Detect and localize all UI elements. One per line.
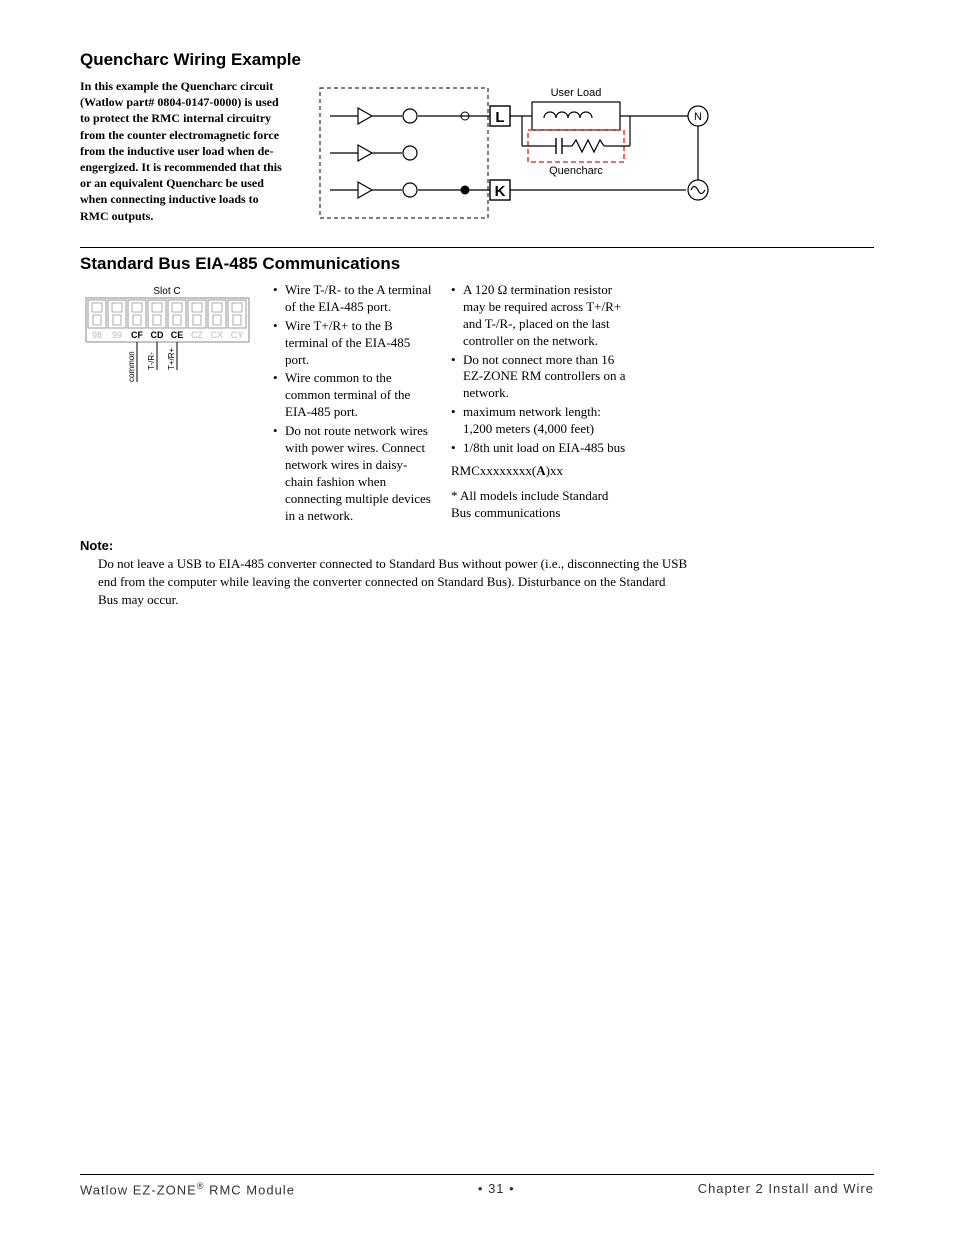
pin-label-tr-plus: T+/R+ [167, 347, 176, 370]
svg-text:CD: CD [151, 330, 164, 340]
divider [80, 247, 874, 248]
quencharc-diagram: L K User Load N [310, 78, 874, 233]
standard-bus-section: Slot C 98 99 CF CD CE CZ CX CY common T-/R- T+/… [80, 282, 874, 526]
svg-text:CF: CF [131, 330, 143, 340]
quencharc-body: In this example the Quencharc circuit (W… [80, 78, 290, 233]
bullet-item: •Wire common to the common terminal of t… [273, 370, 433, 421]
note-heading: Note: [80, 538, 874, 553]
footer-right: Chapter 2 Install and Wire [698, 1181, 874, 1197]
note-body: Do not leave a USB to EIA-485 converter … [98, 555, 688, 608]
footer-left: Watlow EZ-ZONE® RMC Module [80, 1181, 295, 1197]
bullets-col2: •A 120 Ω termination resistor may be req… [451, 282, 626, 526]
slot-c-diagram: Slot C 98 99 CF CD CE CZ CX CY common T-/R- T+/… [80, 282, 255, 526]
pin-label-common: common [127, 351, 136, 382]
svg-text:CX: CX [211, 330, 224, 340]
label-N: N [694, 111, 702, 123]
bullet-item: •maximum network length: 1,200 meters (4… [451, 404, 626, 438]
svg-text:CE: CE [171, 330, 184, 340]
bullet-item: •A 120 Ω termination resistor may be req… [451, 282, 626, 350]
label-L: L [495, 109, 504, 126]
standard-bus-title: Standard Bus EIA-485 Communications [80, 254, 874, 274]
pin-label-tr-minus: T-/R- [147, 352, 156, 370]
bullet-item: •Wire T-/R- to the A terminal of the EIA… [273, 282, 433, 316]
bullet-item: •Wire T+/R+ to the B terminal of the EIA… [273, 318, 433, 369]
footer-center: • 31 • [478, 1181, 515, 1197]
footnote: * All models include Standard Bus commun… [451, 488, 626, 522]
user-load-label: User Load [551, 87, 602, 99]
svg-text:CZ: CZ [191, 330, 203, 340]
bullet-item: •Do not route network wires with power w… [273, 423, 433, 524]
model-number: RMCxxxxxxxx(A)xx [451, 463, 626, 480]
bullet-item: •Do not connect more than 16 EZ-ZONE RM … [451, 352, 626, 403]
slot-label: Slot C [153, 286, 180, 297]
svg-text:CY: CY [231, 330, 244, 340]
quencharc-section: In this example the Quencharc circuit (W… [80, 78, 874, 233]
svg-text:98: 98 [92, 330, 102, 340]
quencharc-title: Quencharc Wiring Example [80, 50, 874, 70]
bullet-item: •1/8th unit load on EIA-485 bus [451, 440, 626, 457]
page-footer: Watlow EZ-ZONE® RMC Module • 31 • Chapte… [80, 1174, 874, 1197]
label-K: K [495, 183, 506, 200]
bullets-col1: •Wire T-/R- to the A terminal of the EIA… [273, 282, 433, 526]
svg-text:99: 99 [112, 330, 122, 340]
note-section: Note: Do not leave a USB to EIA-485 conv… [80, 538, 874, 608]
quencharc-label: Quencharc [549, 165, 603, 177]
